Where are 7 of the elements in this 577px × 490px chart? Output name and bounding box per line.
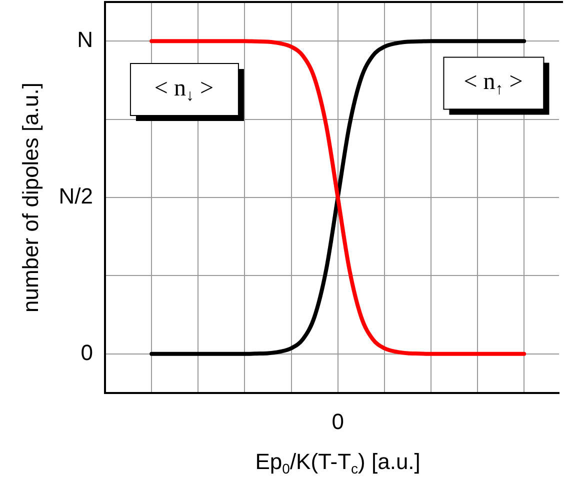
text: 0: [332, 409, 344, 434]
text: 0: [80, 340, 94, 365]
y-axis-title: number of dipoles [a.u.]: [18, 82, 44, 312]
text: N: [77, 27, 94, 52]
series-label: < n↑ >: [464, 69, 523, 98]
text: N/2: [58, 184, 94, 209]
series-label: < n↓ >: [154, 75, 214, 104]
